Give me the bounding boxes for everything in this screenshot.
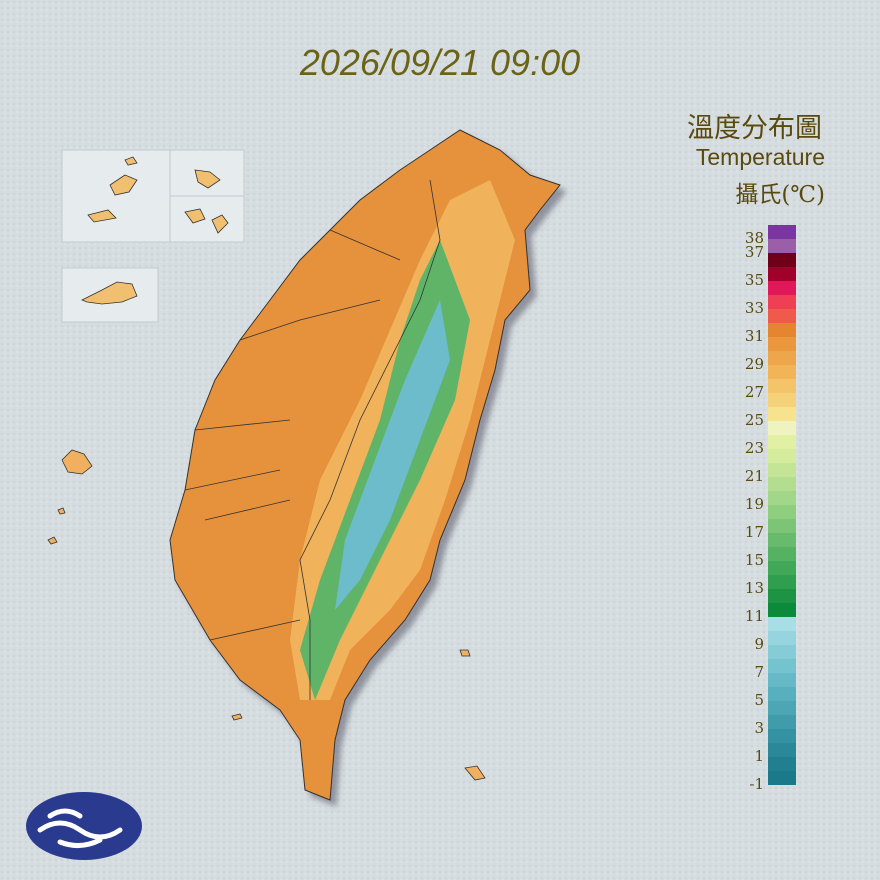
tick-label: 15 xyxy=(745,551,764,569)
color-band xyxy=(768,757,796,771)
color-band xyxy=(768,603,796,617)
tick-label: 35 xyxy=(745,271,764,289)
color-band xyxy=(768,547,796,561)
color-band xyxy=(768,281,796,295)
color-band xyxy=(768,715,796,729)
legend-subtitle: Temperature xyxy=(696,144,825,170)
color-band xyxy=(768,631,796,645)
color-band xyxy=(768,449,796,463)
tick-label: 3 xyxy=(754,719,764,737)
color-band xyxy=(768,659,796,673)
color-band xyxy=(768,561,796,575)
color-band xyxy=(768,491,796,505)
taiwan-island xyxy=(169,129,561,801)
color-band xyxy=(768,645,796,659)
color-band xyxy=(768,239,796,253)
color-band xyxy=(768,519,796,533)
color-band xyxy=(768,309,796,323)
color-band xyxy=(768,337,796,351)
color-band xyxy=(768,771,796,785)
tick-label: 9 xyxy=(754,635,764,653)
color-band xyxy=(768,379,796,393)
color-band xyxy=(768,323,796,337)
tick-label: 13 xyxy=(745,579,764,597)
color-band xyxy=(768,575,796,589)
color-band xyxy=(768,225,796,239)
color-band xyxy=(768,253,796,267)
tick-label: 38 xyxy=(745,229,764,247)
tick-label: 31 xyxy=(745,327,764,345)
color-band xyxy=(768,407,796,421)
color-band xyxy=(768,365,796,379)
color-band xyxy=(768,673,796,687)
color-band xyxy=(768,743,796,757)
logo xyxy=(26,792,142,860)
color-band xyxy=(768,477,796,491)
color-band xyxy=(768,267,796,281)
color-band xyxy=(768,505,796,519)
color-band xyxy=(768,393,796,407)
color-band xyxy=(768,701,796,715)
tick-label: 7 xyxy=(754,663,764,681)
color-band xyxy=(768,421,796,435)
tick-label: 17 xyxy=(745,523,764,541)
color-bar xyxy=(768,225,796,785)
tick-label: 37 xyxy=(745,243,764,261)
color-band xyxy=(768,295,796,309)
timestamp: 2026/09/21 09:00 xyxy=(299,42,580,83)
tick-label: 11 xyxy=(745,607,764,625)
legend-unit: 攝氏(℃) xyxy=(735,182,825,208)
tick-label: 21 xyxy=(745,467,764,485)
tick-label: 29 xyxy=(745,355,764,373)
tick-label: 25 xyxy=(745,411,764,429)
tick-label: 5 xyxy=(754,691,764,709)
color-band xyxy=(768,533,796,547)
color-band xyxy=(768,729,796,743)
tick-label: 23 xyxy=(745,439,764,457)
tick-label: 19 xyxy=(745,495,764,513)
color-band xyxy=(768,351,796,365)
tick-label: -1 xyxy=(749,775,764,793)
inset-islands xyxy=(47,149,486,781)
tick-label: 1 xyxy=(754,747,764,765)
legend-title: 溫度分布圖 xyxy=(687,113,822,144)
color-band xyxy=(768,687,796,701)
color-band xyxy=(768,589,796,603)
color-band xyxy=(768,435,796,449)
color-band xyxy=(768,463,796,477)
tick-label: 27 xyxy=(745,383,764,401)
tick-label: 33 xyxy=(745,299,764,317)
color-band xyxy=(768,617,796,631)
